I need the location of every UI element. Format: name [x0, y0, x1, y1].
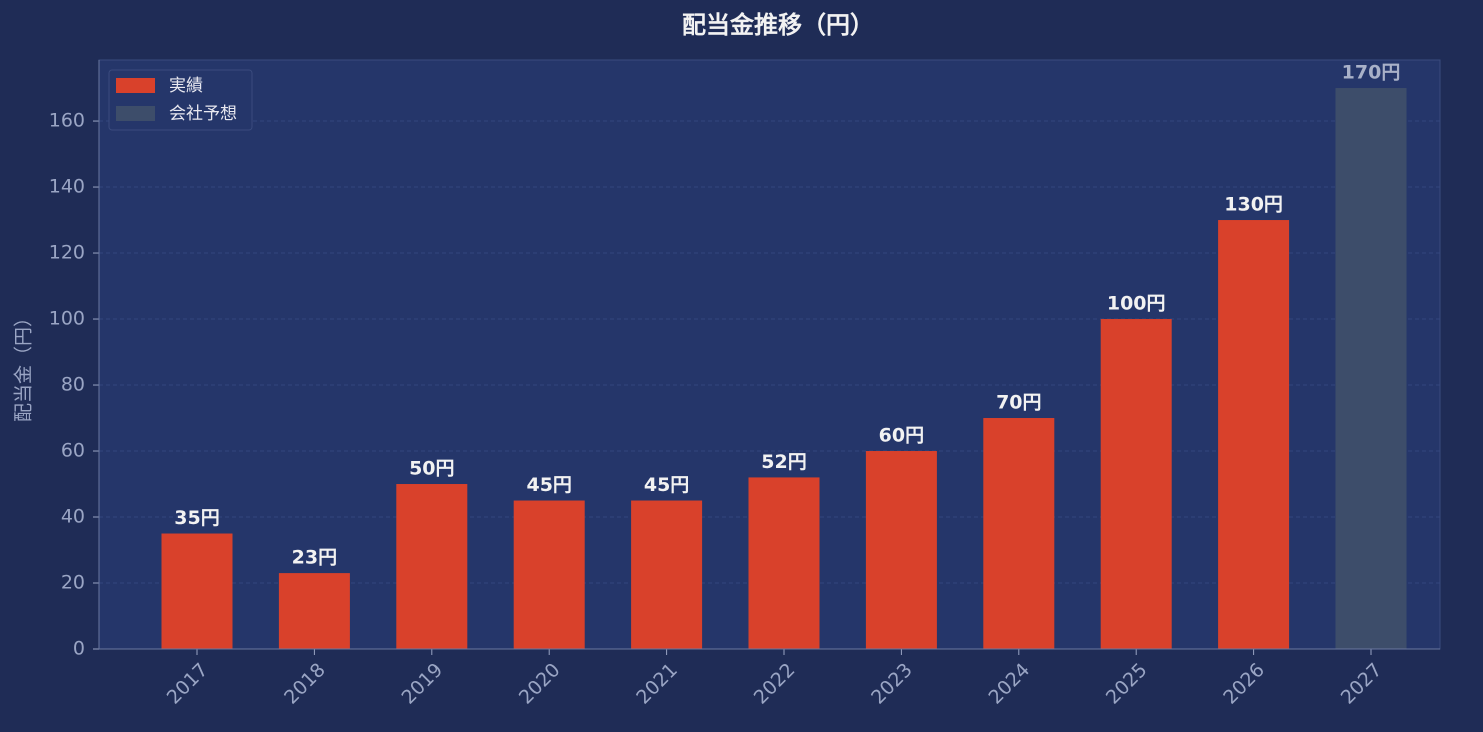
y-tick-label: 100 — [49, 308, 85, 330]
legend-label: 実績 — [169, 76, 203, 96]
chart-title: 配当金推移（円） — [682, 11, 874, 39]
value-label: 45円 — [526, 474, 571, 496]
bar — [983, 418, 1055, 649]
y-tick-label: 60 — [61, 440, 85, 462]
value-label: 35円 — [174, 507, 219, 529]
bar — [1100, 319, 1172, 649]
legend-swatch — [116, 78, 155, 93]
y-tick-label: 140 — [49, 176, 85, 198]
value-label: 170円 — [1342, 62, 1401, 84]
bar — [1218, 220, 1290, 649]
bar — [865, 451, 937, 649]
y-tick-label: 160 — [49, 110, 85, 132]
value-label: 45円 — [644, 474, 689, 496]
value-label: 60円 — [879, 425, 924, 447]
bar — [631, 500, 703, 649]
y-tick-label: 40 — [61, 506, 85, 528]
y-tick-label: 120 — [49, 242, 85, 264]
bar — [396, 484, 468, 649]
y-tick-label: 20 — [61, 572, 85, 594]
y-axis-label: 配当金（円） — [13, 308, 35, 422]
value-label: 50円 — [409, 458, 454, 480]
value-label: 23円 — [292, 547, 337, 569]
value-label: 70円 — [996, 392, 1041, 414]
bar — [748, 477, 820, 649]
legend-label: 会社予想 — [169, 104, 237, 124]
y-tick-label: 0 — [73, 638, 85, 660]
value-label: 100円 — [1107, 293, 1166, 315]
legend-swatch — [116, 106, 155, 121]
bar — [513, 500, 585, 649]
bar — [161, 533, 233, 649]
bar — [1335, 88, 1407, 650]
value-label: 52円 — [761, 451, 806, 473]
y-tick-label: 80 — [61, 374, 85, 396]
bar — [278, 573, 350, 649]
value-label: 130円 — [1224, 194, 1283, 216]
